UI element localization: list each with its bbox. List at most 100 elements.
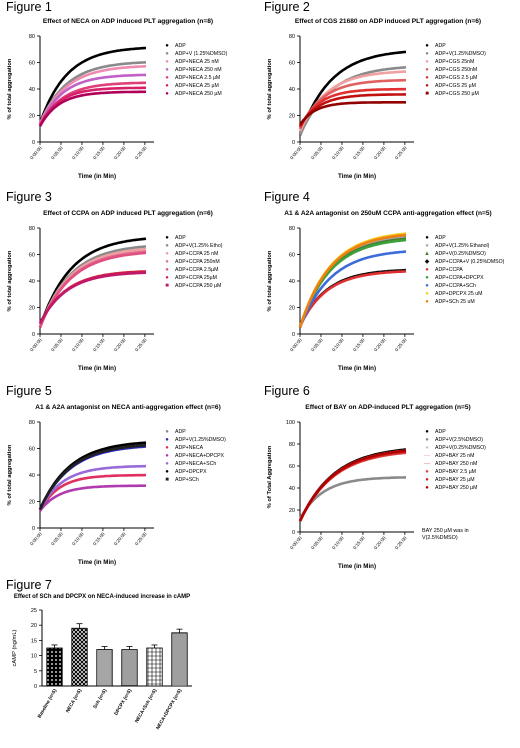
legend-item: ● ADP+V(1.25%DMSO)	[422, 50, 486, 58]
y-tick-label: 80	[29, 34, 35, 40]
chart-svg: 0 20 40 60 80 100 0:00:00 0:05:00 0:10:00 0:15:00…	[267, 420, 414, 570]
x-axis-label: Time (in Min)	[78, 559, 116, 566]
bar	[46, 647, 63, 687]
legend-item: ● ADP+CGS 250nM	[422, 66, 486, 74]
legend-marker-icon: ●	[425, 59, 429, 65]
legend-marker-icon: ●	[425, 275, 429, 281]
series-line	[38, 245, 147, 328]
y-axis-label: % of total aggregation	[7, 444, 13, 505]
y-tick-label: 60	[29, 61, 35, 67]
x-tick-label: 0:25:00	[394, 145, 408, 160]
legend-marker-icon: ●	[425, 83, 429, 89]
legend-marker-icon: ◆	[424, 259, 430, 265]
x-tick-label: 0:25:00	[394, 337, 408, 352]
legend-label: ADP+CGS 2.5 µM	[435, 75, 478, 81]
legend-item: ● ADP+V(1.25% Ethanol)	[422, 242, 504, 250]
y-axis-label: % of total aggregation	[7, 250, 13, 311]
legend-label: ADP+CGS 25 µM	[435, 83, 476, 89]
legend-label: ADP+CCPA 250 µM	[175, 283, 222, 289]
y-tick-label: 20	[289, 508, 295, 514]
x-tick-label: 0:00:00	[289, 145, 303, 160]
chart-title: A1 & A2A antagonist on 250uM CCPA anti-a…	[284, 210, 492, 217]
y-tick-label: 20	[289, 306, 295, 312]
x-tick-label: 0:10:00	[71, 531, 85, 546]
series-line	[298, 50, 407, 136]
y-tick-label: 40	[29, 87, 35, 93]
legend-item: ● ADP+NECA 250 nM	[162, 66, 227, 74]
legend-marker-icon: ●	[425, 485, 429, 491]
legend-label: ADP	[435, 43, 446, 49]
chart-panel-3: Effect of CCPA on ADP induced PLT aggreg…	[2, 208, 254, 374]
y-tick-label: 25	[31, 608, 37, 614]
legend-item: ◆ ADP+CCPA+V (0.25%DMSO)	[422, 258, 505, 266]
legend-marker-icon: ●	[425, 291, 429, 297]
x-tick-label: 0:10:00	[331, 337, 345, 352]
legend-marker-icon: ●	[425, 469, 429, 475]
legend-label: ADP+BAY 250 µM	[435, 485, 478, 491]
x-tick-label: 0:10:00	[71, 337, 85, 352]
legend-label: ADP+CCPA 25µM	[175, 275, 217, 281]
y-tick-label: 0	[32, 332, 35, 338]
x-tick-label: 0:15:00	[352, 337, 366, 352]
legend-marker-icon: ■	[165, 477, 169, 483]
y-tick-label: 80	[289, 226, 295, 232]
legend-item: ■ ADP+CGS 250 µM	[422, 90, 486, 98]
bar	[146, 647, 163, 687]
y-tick-label: 40	[289, 279, 295, 285]
legend-label: ADP+NECA 250 nM	[175, 67, 222, 73]
legend-item: ● ADP	[162, 428, 226, 436]
legend-marker-icon: ●	[425, 67, 429, 73]
legend-marker-icon: ●	[165, 461, 169, 467]
x-tick-label: 0:05:00	[310, 337, 324, 352]
y-tick-label: 60	[289, 253, 295, 259]
legend-label: ADP	[175, 235, 186, 241]
chart-title: Effect of CGS 21680 on ADP induced PLT a…	[294, 18, 482, 25]
legend-label: ADP+NECA 25 µM	[175, 83, 219, 89]
legend-marker-icon: ●	[165, 445, 169, 451]
series-line	[298, 250, 407, 328]
legend: ● ADP ● ADP+V(2.5%DMSO) ● ADP+V(0.25%DMSO) — AD…	[422, 428, 486, 492]
legend-item: ● ADP+V(1.25% Etho)	[162, 242, 222, 250]
chart-svg: 0 5 10 15 20 25 cAMP (ng/mL) Baseline (n=5) NECA…	[12, 608, 192, 731]
y-tick-label: 60	[29, 447, 35, 453]
legend-label: ADP+V(1.25%DMSO)	[175, 437, 226, 443]
legend-marker-icon: —	[424, 461, 430, 467]
legend-label: ADP+CGS 250nM	[435, 67, 478, 73]
series-line	[298, 270, 407, 327]
x-tick-label: 0:00:00	[289, 535, 303, 550]
y-tick-label: 0	[32, 526, 35, 532]
chart-panel-4: A1 & A2A antagonist on 250uM CCPA anti-a…	[262, 208, 514, 374]
legend-item: ● ADP+NECA+DPCPX	[162, 452, 226, 460]
legend-item: ● ADP+NECA	[162, 444, 226, 452]
legend-label: ADP+CCPA 2.5µM	[175, 267, 219, 273]
y-tick-label: 20	[29, 306, 35, 312]
series-line	[38, 251, 147, 328]
legend-marker-icon: ●	[165, 83, 169, 89]
category-label: NECA+DPCPX (n=5)	[155, 688, 183, 731]
y-tick-label: 0	[292, 530, 295, 536]
category-label: NECA (n=5)	[65, 688, 84, 714]
series-line	[298, 101, 406, 126]
legend-label: ADP+CCPA+V (0.25%DMSO)	[435, 259, 505, 265]
legend-marker-icon: ●	[165, 429, 169, 435]
legend-marker-icon: ●	[425, 437, 429, 443]
x-tick-label: 0:10:00	[331, 535, 345, 550]
legend-marker-icon: ●	[425, 267, 429, 273]
figure-5-label: Figure 5	[6, 384, 52, 398]
legend-item: ● ADP+CCPA 2.5µM	[162, 266, 222, 274]
legend: ● ADP ● ADP+V (1.25%DMSO) ● ADP+NECA 25 nM ● AD…	[162, 42, 227, 98]
x-axis-label: Time (in Min)	[338, 173, 376, 180]
x-tick-label: 0:20:00	[113, 337, 127, 352]
legend-marker-icon: ●	[165, 43, 169, 49]
legend-marker-icon: ●	[165, 67, 169, 73]
legend-marker-icon: ●	[425, 235, 429, 241]
legend-label: ADP+CCPA+DPCPX	[435, 275, 484, 281]
x-tick-label: 0:25:00	[394, 535, 408, 550]
y-tick-label: 15	[31, 638, 37, 644]
legend-item: ● ADP+SCh 25 uM	[422, 298, 504, 306]
series-line	[38, 64, 147, 125]
series-line	[38, 73, 146, 126]
legend-item: ● ADP+NECA 25 µM	[162, 82, 227, 90]
legend-item: ● ADP+NECA 25 nM	[162, 58, 227, 66]
legend-item: ● ADP+DPCPX	[162, 468, 226, 476]
